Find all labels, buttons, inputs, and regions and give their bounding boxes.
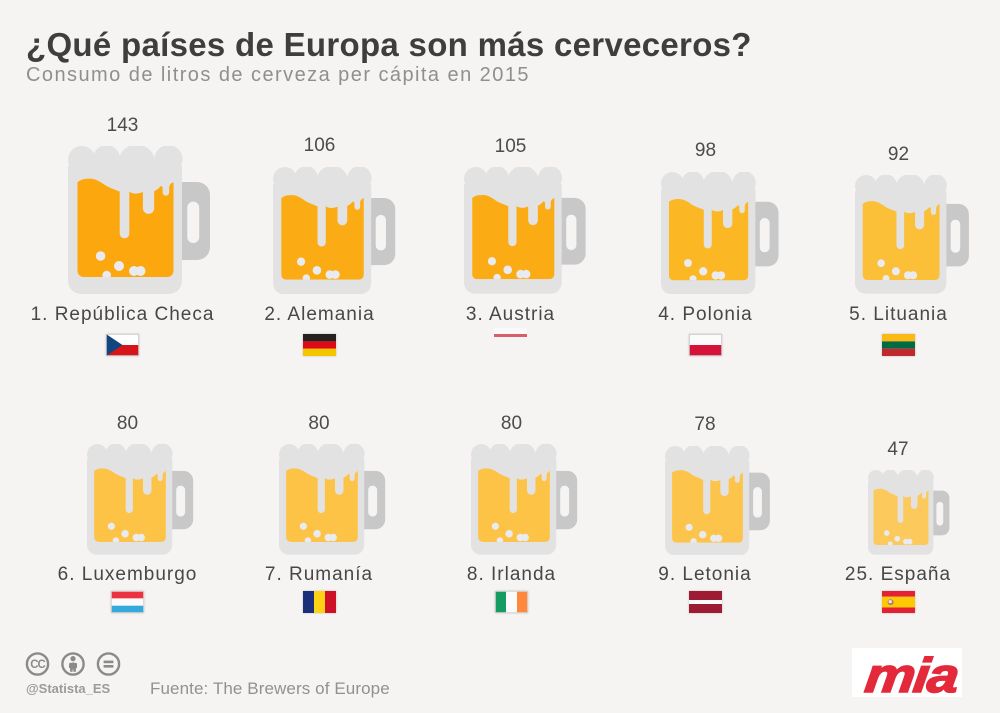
svg-text:CC: CC: [30, 659, 45, 671]
svg-text:mia: mia: [862, 649, 961, 697]
